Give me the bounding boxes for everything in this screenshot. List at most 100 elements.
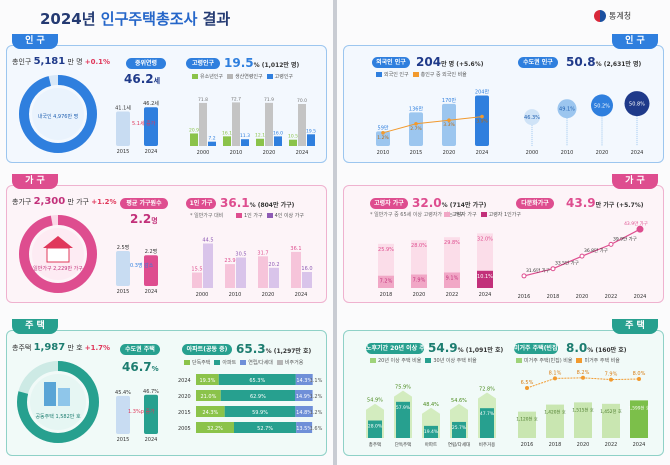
bar-value-label: 29.8% (444, 240, 460, 246)
point-label: 43.9만 가구 (624, 220, 648, 227)
aged-housing-pill: 노후기간 20년 이상 주택 (366, 343, 431, 354)
bar-value-label: 25.7% (452, 425, 467, 431)
x-tick-label: 2020 (263, 150, 276, 156)
bar (475, 95, 489, 146)
vacant-chart: 1,120천 호 2016 1,420천 호 2018 1,515천 호 2020 1,45… (516, 370, 650, 448)
x-tick-label: 2024 (479, 292, 492, 298)
aged-housing-chart: 54.9% 28.0% 총주택 75.9% 57.9% 단독주택 48.4% 19.4% 아파트… (366, 385, 496, 448)
bar-value-label: 136만 (409, 105, 424, 112)
bar-value-label: 1,452천 호 (600, 408, 622, 415)
x-tick-label: 2024 (145, 289, 158, 295)
page-gutter (333, 0, 337, 465)
bar-value-label: 54.9% (367, 398, 383, 404)
bar-value-label: 15.5 (191, 267, 202, 273)
bar-value-label: 31.7 (257, 250, 268, 256)
one-person-chart: 15.5 44.5 2000 23.930.5 2010 31.720.2 2020 36.1… (191, 238, 312, 299)
bar-value-label: 46.7% (143, 389, 159, 395)
bar-value-label: 44.5 (202, 238, 213, 244)
bar-value-label: 1,420천 호 (544, 409, 566, 416)
left-page: 2024년 인구주택총조사 결과 인 구 총인구 5,181 만 명 +0.1%… (0, 0, 333, 465)
bar (424, 425, 438, 438)
bar-value-label: 32.0% (477, 236, 493, 242)
median-age-pill: 중위연령 (126, 58, 166, 69)
org-logo: 통계청 (594, 10, 631, 22)
bar-value-label: 20.2 (268, 262, 279, 268)
x-tick-label: 2020 (596, 150, 609, 156)
household-tab: 가 구 (12, 174, 58, 189)
multicultural-pill: 다문화가구 (516, 198, 554, 209)
bar (144, 394, 158, 434)
y-tick-label: 2024 (178, 378, 191, 384)
bar-value-label: 12.1 (255, 133, 265, 139)
point-label: 33.5만 가구 (555, 260, 579, 267)
bar-value-label: 7.2 (208, 136, 215, 142)
foreign-pill: 외국인 인구 (372, 57, 410, 68)
apartment-share-value: 65.3% (1,297만 호) (236, 342, 312, 356)
ratio-point (637, 377, 641, 381)
x-tick-label: 단독주택 (395, 441, 412, 448)
bar (546, 404, 564, 438)
aged-housing-legend: 20년 이상 주택 비율 30년 이상 주택 비율 (366, 357, 477, 364)
aging-chart: 20.9 71.8 7.2 2000 16.1 72.7 11.3 2010 12.1 71.9 1… (189, 96, 316, 156)
bar-value-label: 7.2% (380, 279, 393, 285)
x-tick-label: 2015 (117, 289, 130, 295)
bar-value-label: 14.9% (296, 394, 312, 400)
bar (199, 102, 207, 146)
x-tick-label: 연립/다세대 (448, 441, 470, 448)
ratio-label: 1.2% (377, 135, 389, 141)
aging-pill: 고령인구 (186, 58, 220, 69)
x-tick-label: 2015 (117, 149, 130, 155)
x-tick-label: 2018 (380, 292, 393, 298)
bar-value-label: 2.2명 (145, 248, 158, 255)
ratio-label: 8.2% (577, 370, 590, 376)
ratio-label: 8.0% (633, 371, 646, 377)
stack-segment (196, 406, 225, 417)
bar-value-label: 71.8 (198, 97, 208, 103)
bar (116, 251, 130, 286)
bar-value-label: 47.7% (480, 411, 495, 417)
vacant-legend: 미거주 주택(빈집) 비율 미거주 주택 비율 (512, 357, 620, 364)
housing-donut: 공동주택 1,582만 호 (17, 361, 99, 443)
x-tick-label: 2024 (145, 149, 158, 155)
metro-pop-chart: 46.3% 2000 49.1% 2010 50.2% 2020 50.8% 2024 (524, 91, 650, 156)
metro-pop-value: 50.8% (2,631만 명) (566, 55, 642, 69)
bar-value-label: 13.5% (296, 426, 312, 432)
bar (144, 255, 158, 286)
x-tick-label: 2010 (377, 150, 390, 156)
housing-tab-right: 주 택 (612, 319, 658, 334)
bar-value-label: 59.9% (252, 410, 268, 416)
x-tick-label: 총주택 (369, 441, 381, 448)
foreign-legend: 외국인 인구 총인구 중 외국인 비율 (372, 71, 467, 78)
bar (396, 401, 410, 438)
foreign-value: 204만 명 (+5.6%) (416, 55, 484, 69)
ratio-point (581, 375, 585, 380)
line-point (636, 225, 644, 233)
x-tick-label: 2020 (577, 442, 590, 448)
bar (602, 403, 620, 438)
hh-size-note: 0.3명 감소 (130, 263, 154, 269)
ratio-point (553, 376, 557, 381)
ratio-label: 6.5% (521, 380, 534, 386)
metro-housing-value: 46.7% (122, 360, 159, 374)
household-tab-right: 가 구 (612, 174, 658, 189)
bar (232, 102, 240, 146)
taegeuk-icon (594, 10, 606, 22)
ratio-line (382, 116, 483, 134)
bar-value-label: 48.4% (423, 402, 439, 408)
bar (409, 112, 423, 146)
bubble-label: 50.8% (629, 102, 645, 108)
bar-value-label: 21.0% (200, 394, 216, 400)
household-kpi: 총가구 2,300 만 가구 +1.2% (12, 196, 117, 207)
bar-value-label: 19.5 (306, 128, 316, 134)
bar-value-label: 36.1 (290, 246, 301, 252)
bar-value-label: 11.3 (240, 133, 250, 139)
bar (289, 139, 297, 146)
bar-value-label: 72.7 (231, 96, 241, 102)
bar (302, 272, 312, 288)
bar (274, 136, 282, 146)
stack-segment (196, 374, 219, 385)
bar-value-label: 32.2% (207, 426, 223, 432)
bar-value-label: 72.8% (479, 387, 495, 393)
median-age-note: 5.1세 증가 (132, 121, 156, 127)
bubble-label: 46.3% (524, 115, 540, 121)
